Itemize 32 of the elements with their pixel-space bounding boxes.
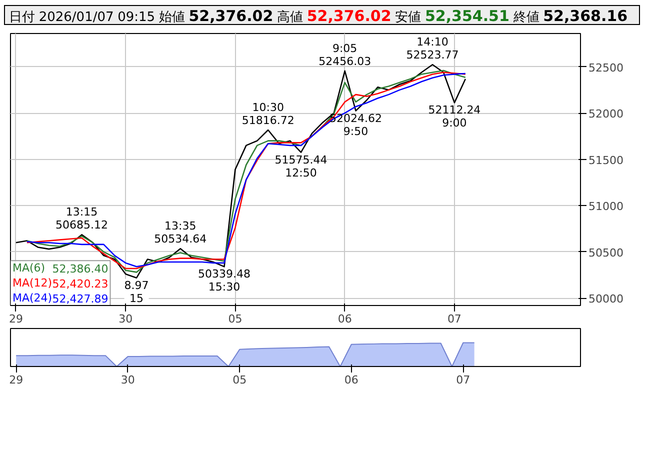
annotation: 52,386.40 (52, 262, 108, 276)
x-tick-label: 05 (232, 374, 247, 386)
annotation: 10:30 51816.72 (242, 101, 294, 128)
annotation: 50339.48 15:30 (198, 268, 251, 294)
y-tick-label: 52000 (588, 108, 624, 121)
annotation: 51575.44 12:50 (274, 153, 328, 180)
y-tick-label: 50500 (588, 246, 624, 260)
annotation: 8.97 15 (124, 278, 149, 305)
series-label: MA(6) (12, 262, 46, 275)
x-tick-label: 07 (456, 374, 470, 386)
annotation: 52,420.23 (52, 278, 108, 291)
annotation: 52112.24 9:00 (428, 104, 481, 130)
x-tick-label: 29 (9, 374, 24, 386)
text: MA(12) (12, 276, 52, 290)
y-tick-label: 52500 (588, 61, 624, 74)
x-tick-label: 06 (338, 312, 352, 326)
y-tick-label: 51500 (588, 154, 624, 167)
annotation: 52,427.89 (52, 292, 108, 306)
x-tick-label: 30 (120, 374, 135, 386)
annotation: 13:15 50685.12 (56, 206, 108, 232)
annotation: 14:10 52523.77 (406, 36, 459, 62)
x-tick-label: 06 (344, 374, 358, 386)
annotation: 9:05 52456.03 (318, 42, 372, 68)
text: MA(24) (12, 292, 52, 305)
x-tick-label: 05 (228, 312, 242, 326)
x-tick-label: 07 (447, 312, 462, 326)
y-tick-label: 50000 (588, 292, 624, 306)
annotation: 13:35 50534.64 (154, 220, 207, 246)
x-tick-label: 29 (8, 312, 23, 326)
y-tick-label: 51000 (588, 200, 624, 214)
x-tick-label: 30 (118, 312, 133, 326)
chart-title: 日付 2026/01/07 09:15 始値 52,376.02 高値 52,376.02 安値 52,354.51 終値 52,368.16 (9, 7, 628, 25)
